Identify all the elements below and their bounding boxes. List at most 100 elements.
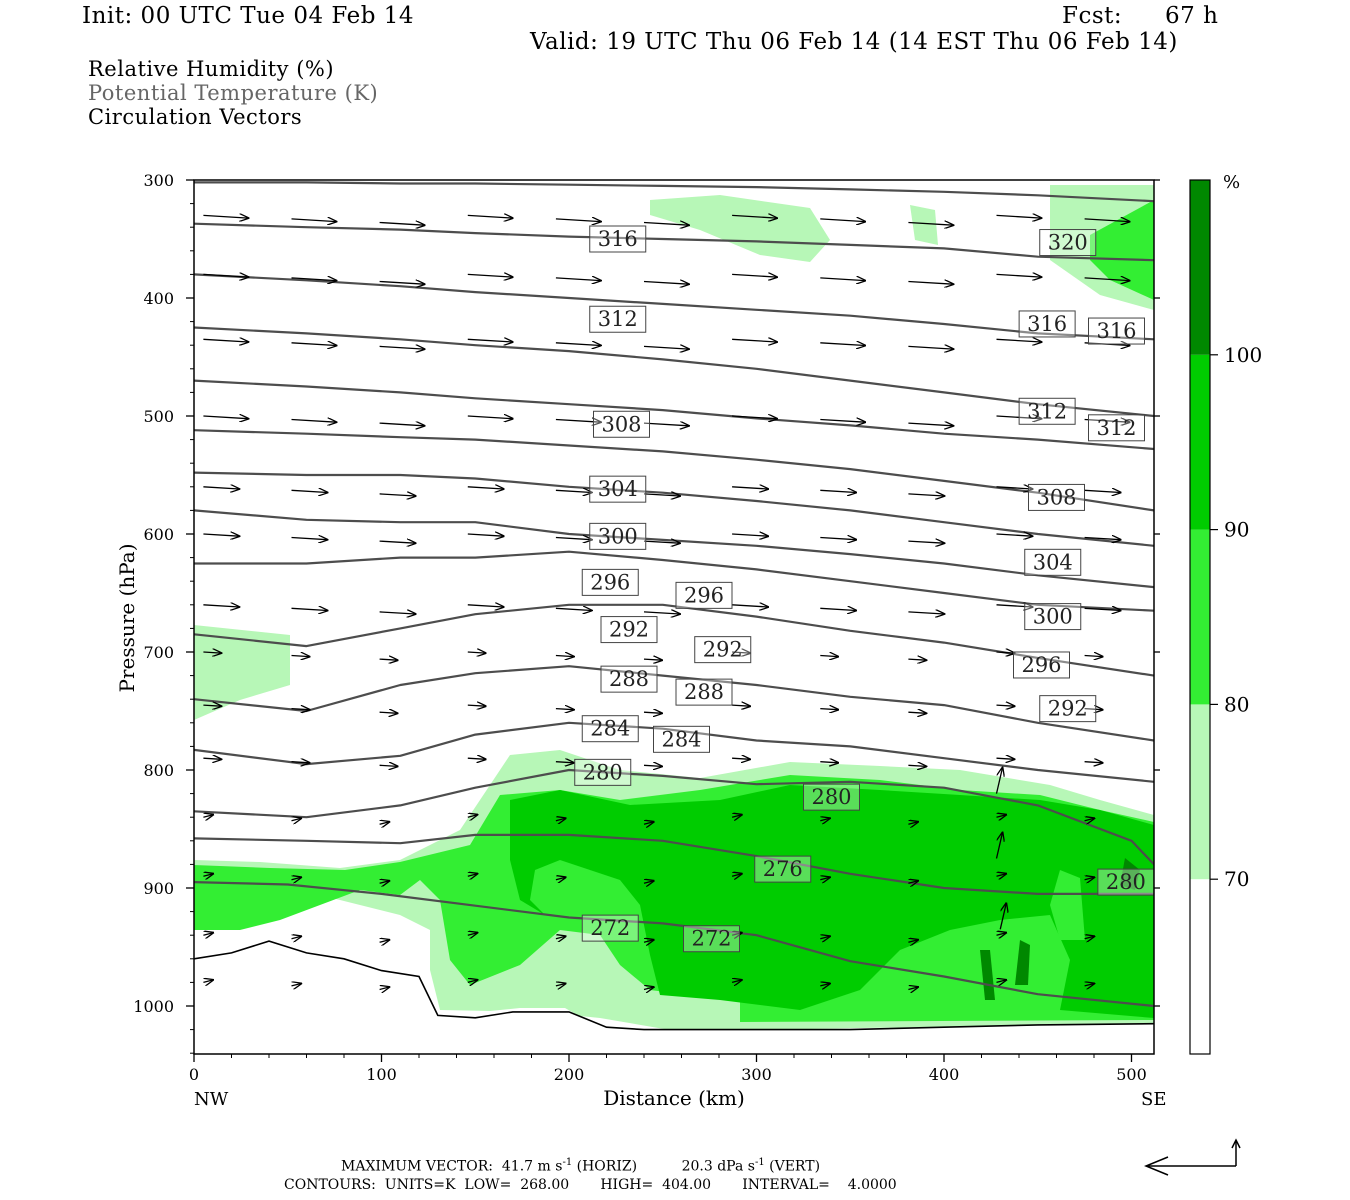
circulation-vector <box>820 219 865 222</box>
rh-90-region <box>1050 870 1085 940</box>
circulation-vector <box>1084 490 1121 492</box>
contour-label: 312 <box>589 305 647 333</box>
init-time: Init: 00 UTC Tue 04 Feb 14 <box>82 3 415 29</box>
contour-label: 316 <box>1088 317 1145 345</box>
circulation-vector <box>996 815 1007 818</box>
colorbar-frame <box>1189 179 1211 1055</box>
legend-theta: Potential Temperature (K) <box>88 81 379 105</box>
valid-time: Valid: 19 UTC Thu 06 Feb 14 (14 EST Thu … <box>530 29 1178 55</box>
circulation-vector <box>820 278 865 281</box>
plot-frame <box>193 179 1155 1055</box>
circulation-vectors <box>203 215 1129 989</box>
contour-label: 296 <box>1013 651 1070 679</box>
x-tick-label: 100 <box>366 1065 397 1084</box>
x-axis-label: Distance (km) <box>603 1086 745 1110</box>
svg-text:304: 304 <box>598 477 638 501</box>
circulation-vector <box>996 933 1007 936</box>
x-tick-label: 0 <box>189 1065 199 1084</box>
svg-text:288: 288 <box>609 667 649 691</box>
circulation-vector <box>291 219 337 222</box>
circulation-vector <box>1084 709 1103 710</box>
circulation-vector <box>555 984 566 986</box>
circulation-vector <box>467 605 504 607</box>
circulation-vector <box>996 339 1042 342</box>
contour-label: 316 <box>1018 310 1076 338</box>
circulation-vector <box>467 874 478 877</box>
circulation-vector <box>908 282 953 285</box>
rh-colorbar: 70 80 90 100 <box>1189 179 1262 1055</box>
circulation-vector <box>291 420 337 423</box>
circulation-vector <box>908 712 926 713</box>
circulation-vector <box>732 705 750 706</box>
circulation-vector <box>555 656 574 657</box>
svg-text:284: 284 <box>661 727 701 751</box>
footer-max-vector: MAXIMUM VECTOR: 41.7 m s-1 (HORIZ) 20.3 … <box>341 1157 820 1175</box>
circulation-vector <box>379 987 390 990</box>
max-vector-label: MAXIMUM VECTOR: <box>341 1158 493 1175</box>
circulation-vector <box>379 223 425 226</box>
theta-contour-324 <box>194 222 1154 262</box>
circulation-vector <box>820 818 830 820</box>
contour-label: 292 <box>1039 695 1097 723</box>
svg-text:280: 280 <box>1106 870 1146 894</box>
circulation-vector <box>291 762 310 763</box>
circulation-vector <box>820 709 838 710</box>
circulation-vector <box>820 608 856 610</box>
svg-text:272: 272 <box>590 916 630 940</box>
circulation-vector <box>732 605 768 607</box>
circulation-vector <box>731 933 742 936</box>
circulation-vector <box>996 487 1033 489</box>
circulation-vector <box>379 346 425 349</box>
y-tick-label: 1000 <box>133 997 174 1016</box>
circulation-vector <box>1084 278 1130 281</box>
contour-label: 300 <box>1024 603 1082 631</box>
svg-text:316: 316 <box>1027 312 1067 336</box>
svg-text:292: 292 <box>703 638 743 662</box>
colorbar-label: 90 <box>1224 518 1249 542</box>
theta-contour-320 <box>194 273 1154 341</box>
circulation-vector <box>291 709 310 710</box>
circulation-vector <box>820 420 865 423</box>
circulation-vector <box>643 881 654 884</box>
circulation-vector <box>732 416 777 419</box>
circulation-vector <box>820 490 856 492</box>
circulation-vector <box>999 903 1006 930</box>
circulation-vector <box>820 656 838 657</box>
circulation-vector <box>467 758 486 759</box>
circulation-vector <box>1084 656 1103 657</box>
circulation-vector <box>1084 608 1121 610</box>
x-end-label-right: SE <box>1141 1089 1166 1110</box>
rh-100-region <box>1120 858 1140 890</box>
vert-exponent: -1 <box>754 1157 765 1168</box>
circulation-vector <box>379 940 390 943</box>
colorbar-segment <box>1190 704 1210 880</box>
ref-vertical-arrow-head <box>1231 1138 1241 1149</box>
contour-label: 300 <box>589 522 647 550</box>
contour-label: 288 <box>675 678 733 706</box>
contour-label: 292 <box>600 616 658 644</box>
circulation-vector <box>467 815 478 818</box>
circulation-vector <box>203 416 248 419</box>
y-tick-label: 400 <box>143 289 174 308</box>
circulation-vector <box>467 487 504 489</box>
circulation-vector <box>1084 818 1095 820</box>
circulation-vector <box>555 538 592 540</box>
theta-contour-292 <box>194 603 1154 677</box>
circulation-vector <box>555 343 601 346</box>
circulation-vector <box>555 818 566 820</box>
circulation-vector <box>908 612 944 614</box>
colorbar-segment <box>1190 879 1210 1054</box>
y-tick-label: 800 <box>143 761 174 780</box>
circulation-vector <box>643 822 654 825</box>
circulation-vector <box>908 822 918 825</box>
circulation-vector <box>291 656 310 657</box>
svg-text:288: 288 <box>684 680 724 704</box>
circulation-vector <box>555 936 566 938</box>
svg-text:312: 312 <box>598 307 638 331</box>
theta-contour-288 <box>194 665 1154 742</box>
svg-text:308: 308 <box>601 412 641 436</box>
contour-label: 292 <box>694 636 752 664</box>
circulation-vector <box>467 933 478 936</box>
circulation-vector <box>467 274 513 277</box>
theta-contours <box>194 181 1154 1008</box>
